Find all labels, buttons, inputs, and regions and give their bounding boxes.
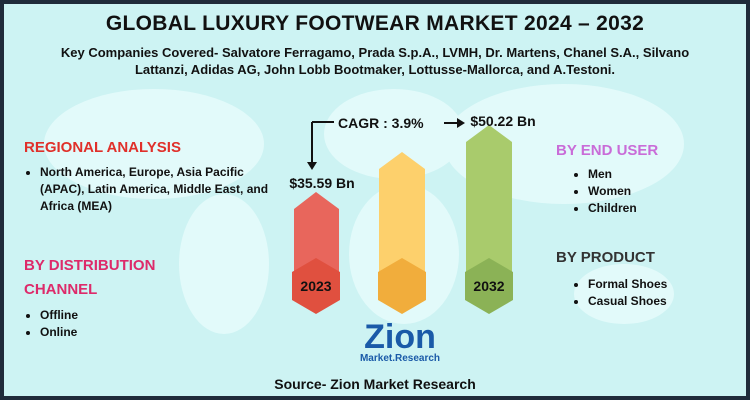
logo-name: Zion: [364, 318, 436, 356]
list-item: Women: [588, 183, 746, 200]
end-year: 2032: [473, 278, 504, 294]
bullet-list: Formal Shoes Casual Shoes: [552, 276, 746, 310]
bullet-list: Offline Online: [4, 307, 240, 341]
start-value: $35.59 Bn: [289, 175, 354, 191]
title: GLOBAL LUXURY FOOTWEAR MARKET 2024 – 203…: [105, 12, 645, 35]
list-item: Offline: [40, 307, 240, 324]
section-heading: BY END USER: [556, 142, 659, 159]
logo-tagline: Market.Research: [360, 353, 440, 364]
section-heading: REGIONAL ANALYSIS: [24, 139, 181, 156]
start-year: 2023: [300, 278, 331, 294]
list-item: Children: [588, 200, 746, 217]
bullet-list: North America, Europe, Asia Pacific (APA…: [4, 164, 280, 215]
graphic-layer: CAGR : 3.9% $50.22 Bn $35.59 Bn 2023 203…: [44, 84, 684, 364]
end-value: $50.22 Bn: [470, 113, 535, 129]
section-heading: BY PRODUCT: [556, 249, 655, 266]
section-heading: BY DISTRIBUTION CHANNEL: [24, 257, 156, 298]
subtitle: Key Companies Covered- Salvatore Ferraga…: [60, 45, 690, 77]
growth-arrows: [292, 125, 513, 314]
list-item: Online: [40, 324, 240, 341]
source: Source- Zion Market Research: [274, 376, 476, 392]
bullet-list: Men Women Children: [552, 166, 746, 217]
list-item: Men: [588, 166, 746, 183]
list-item: Casual Shoes: [588, 293, 746, 310]
cagr: CAGR : 3.9%: [338, 115, 424, 131]
list-item: Formal Shoes: [588, 276, 746, 293]
list-item: North America, Europe, Asia Pacific (APA…: [40, 164, 280, 215]
cagr-pointers: [307, 118, 465, 170]
